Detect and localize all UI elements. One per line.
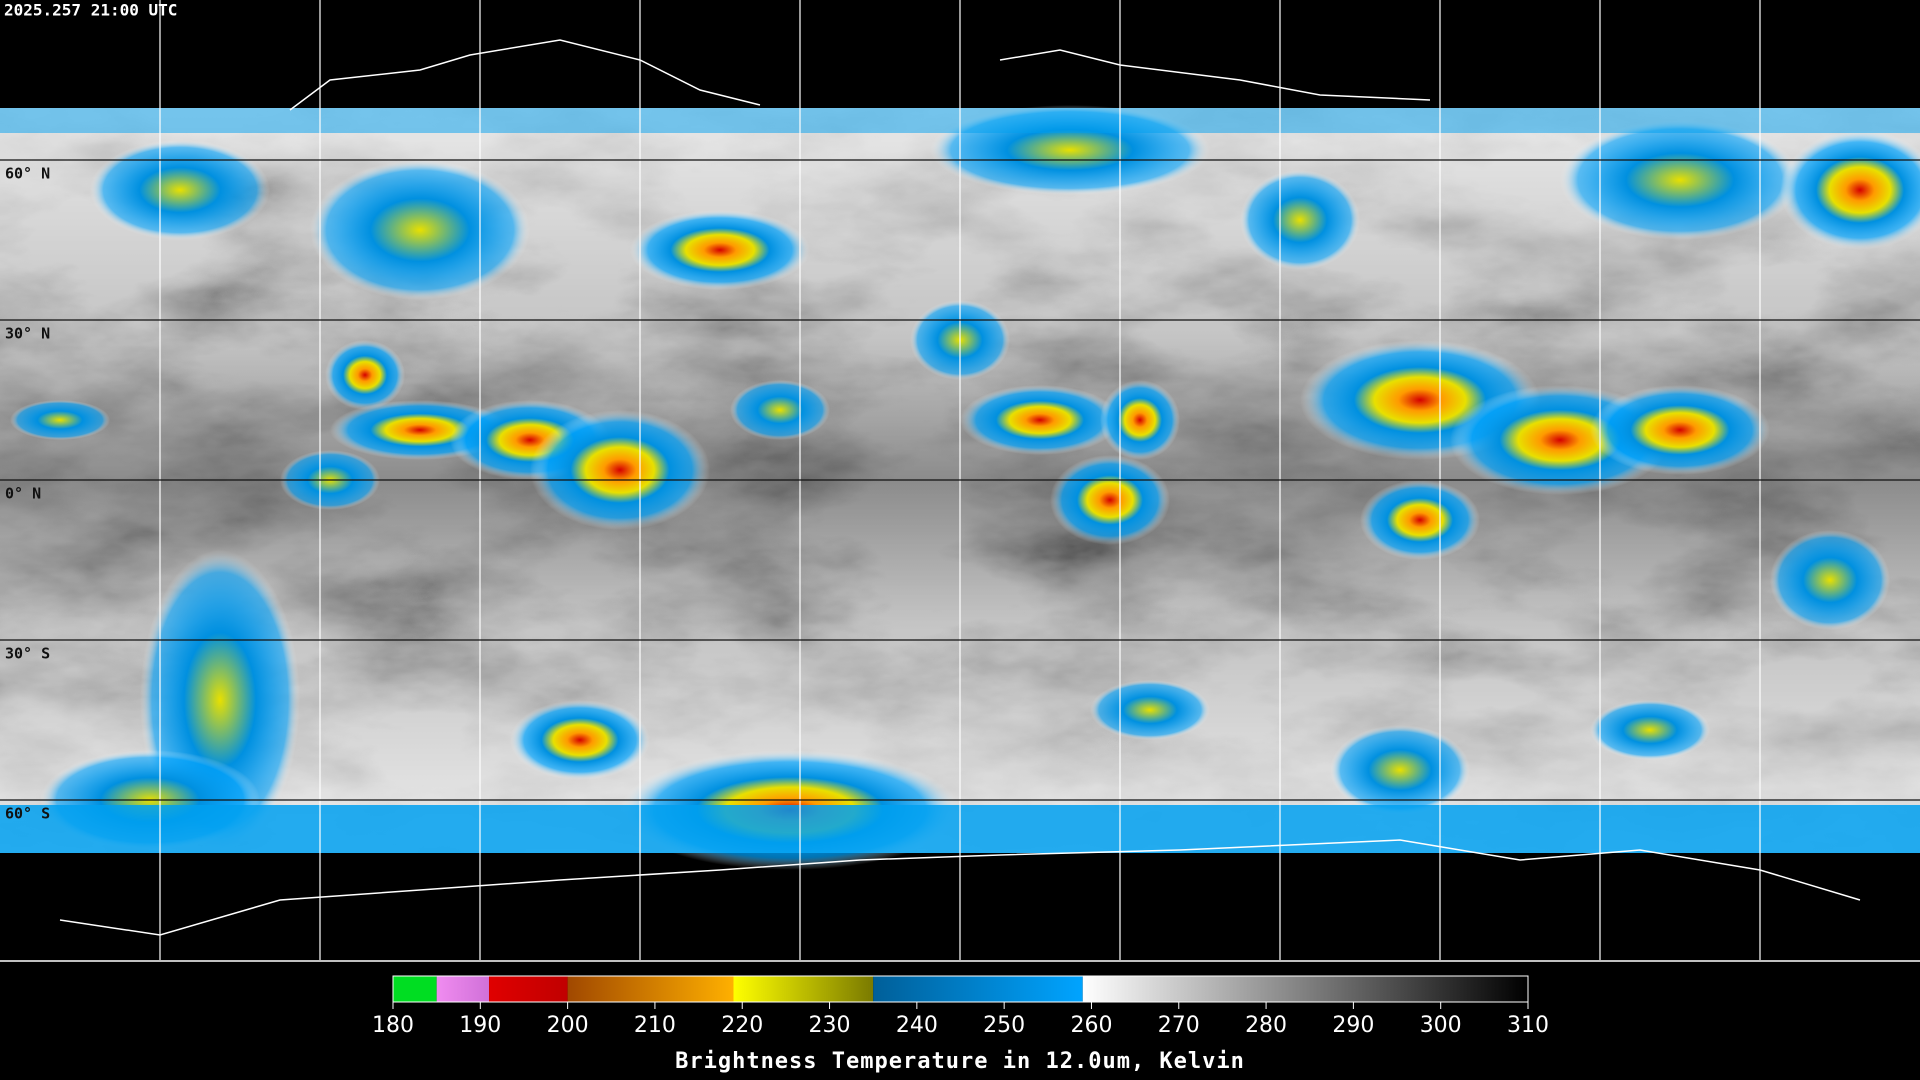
colorbar-tick-label: 260 (1070, 1013, 1112, 1038)
colorbar-tick-label: 220 (721, 1013, 763, 1038)
colorbar-tick-label: 240 (896, 1013, 938, 1038)
colorbar-segment (1082, 976, 1528, 1002)
cloud-cluster (325, 340, 405, 410)
lat-label: 60° N (5, 165, 50, 183)
cloud-cluster (10, 400, 110, 440)
colorbar-title: Brightness Temperature in 12.0um, Kelvin (675, 1049, 1245, 1074)
cloud-cluster (1770, 530, 1890, 630)
cloud-cluster (510, 700, 650, 780)
timestamp: 2025.257 21:00 UTC (4, 1, 177, 20)
colorbar-tick-label: 210 (634, 1013, 676, 1038)
cloud-cluster (1100, 380, 1180, 460)
lat-label: 30° N (5, 325, 50, 343)
colorbar-frame (392, 975, 1529, 1003)
colorbar-segment (873, 976, 1083, 1002)
coastline (999, 49, 1431, 101)
colorbar-tick-label: 300 (1420, 1013, 1462, 1038)
colorbar-segment (436, 976, 490, 1002)
colorbar-tick-label: 280 (1245, 1013, 1287, 1038)
cloud-cluster (1590, 385, 1770, 475)
lat-label: 60° S (5, 805, 50, 823)
colorbar-tick-label: 290 (1332, 1013, 1374, 1038)
colorbar-segment (393, 976, 437, 1002)
coastline (289, 39, 761, 111)
colorbar-segment (733, 976, 874, 1002)
cloud-cluster (1360, 480, 1480, 560)
colorbar-tick-label: 190 (459, 1013, 501, 1038)
coastline (59, 839, 1861, 936)
colorbar-tick-label: 270 (1158, 1013, 1200, 1038)
lat-label: 0° N (5, 485, 41, 503)
colorbar-segment (567, 976, 734, 1002)
cloud-cluster (1090, 680, 1210, 740)
cloud-cluster (530, 410, 710, 530)
colorbar: 180 190 200 210 220 230 240 250 260 270 280 290 300 3… (372, 975, 1549, 1038)
cloud-cluster (730, 380, 830, 440)
colorbar-tick-label: 200 (547, 1013, 589, 1038)
cloud-cluster (1050, 455, 1170, 545)
cloud-cluster (310, 160, 530, 300)
graticule: 60° N 30° N 0° N 30° S 60° S (0, 0, 1920, 960)
lat-label: 30° S (5, 645, 50, 663)
colorbar-tick-label: 230 (809, 1013, 851, 1038)
colorbar-segment (489, 976, 568, 1002)
cloud-cluster (1240, 170, 1360, 270)
coastlines (59, 39, 1861, 936)
cloud-cluster (1560, 120, 1800, 240)
cloud-cluster (1590, 700, 1710, 760)
colorbar-tick-label: 310 (1507, 1013, 1549, 1038)
colorbar-tick-label: 180 (372, 1013, 414, 1038)
cloud-cluster (960, 385, 1120, 455)
colorbar-tick-label: 250 (983, 1013, 1025, 1038)
cloud-cluster (630, 210, 810, 290)
cloud-cluster (90, 140, 270, 240)
cloud-cluster (1330, 725, 1470, 815)
